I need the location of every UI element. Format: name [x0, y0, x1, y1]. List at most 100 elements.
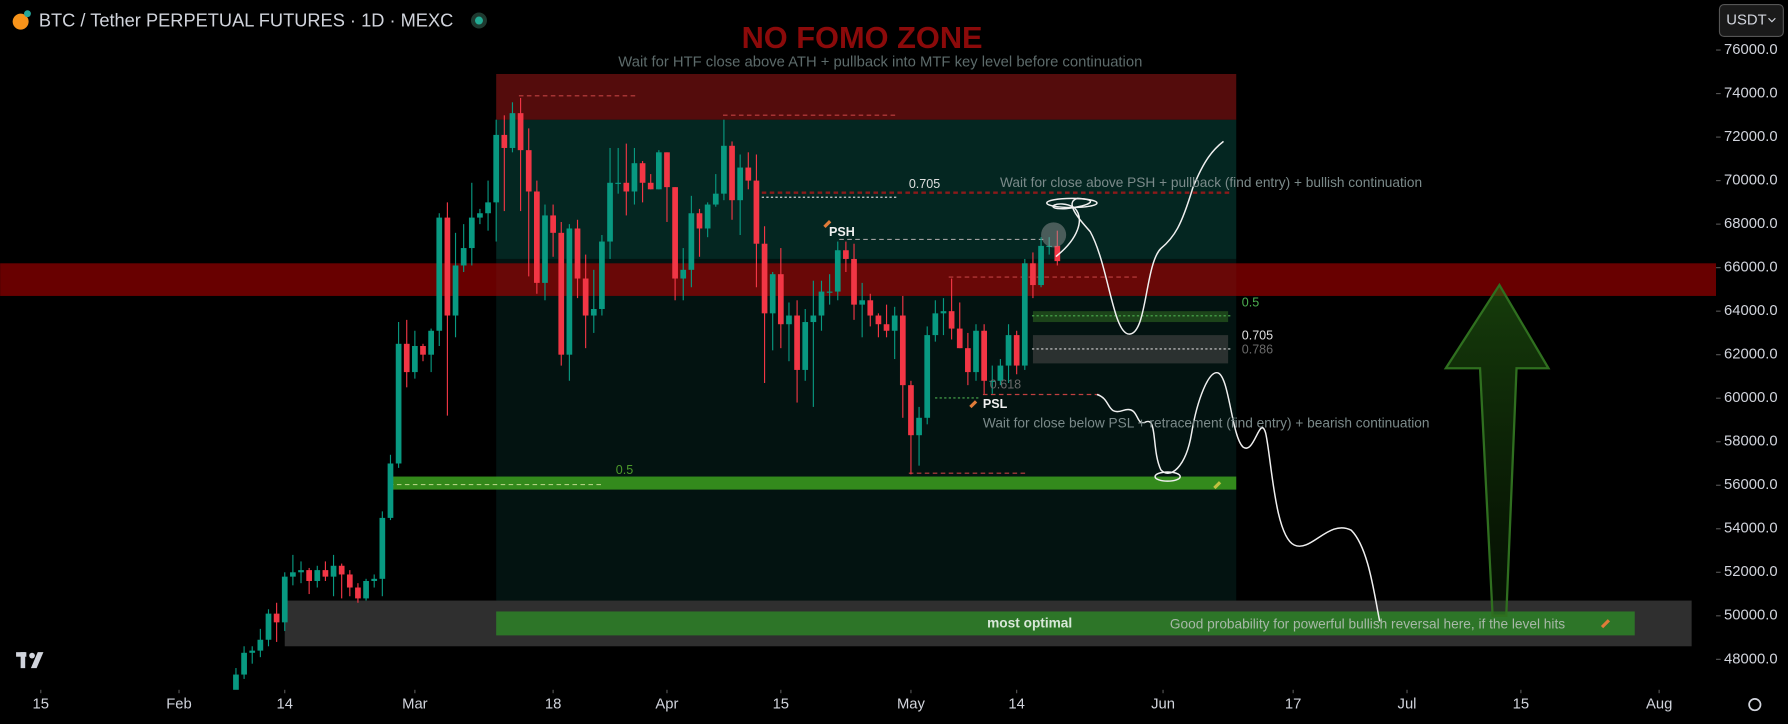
- pencil-icon: [1213, 481, 1222, 490]
- tv-logo: [16, 652, 44, 669]
- candle-body: [338, 565, 345, 575]
- candle-body: [989, 380, 996, 382]
- candle-body: [355, 587, 361, 599]
- candle-body: [948, 311, 955, 329]
- candle-body: [647, 182, 654, 190]
- candle-body: [851, 258, 857, 305]
- candle-body: [843, 250, 849, 259]
- x-tick-label: 15: [1513, 697, 1529, 713]
- candle-body: [306, 570, 312, 581]
- candle-body: [314, 570, 321, 581]
- candle-body: [794, 315, 800, 370]
- y-tick-label: 72000.0: [1724, 129, 1778, 145]
- candle-body: [1030, 263, 1036, 286]
- y-tick-label: 74000.0: [1724, 85, 1778, 101]
- candle-body: [412, 345, 418, 373]
- swing-label: PSL: [983, 397, 1008, 411]
- candle-body: [867, 300, 874, 316]
- x-tick-label: Jun: [1151, 697, 1175, 713]
- candle-body: [566, 228, 573, 355]
- candle-body: [257, 639, 264, 651]
- candle-body: [542, 215, 548, 283]
- zone: [496, 611, 1635, 636]
- candle-body: [932, 313, 939, 336]
- x-tick-label: 15: [33, 697, 49, 713]
- candle-body: [704, 204, 711, 229]
- x-tick-label: Aug: [1646, 697, 1672, 713]
- candle-body: [615, 182, 622, 184]
- currency-button[interactable]: [1718, 3, 1784, 38]
- btc-icon-badge: [24, 10, 31, 18]
- swing-label: PSH: [829, 225, 855, 239]
- pencil-icon: [823, 220, 832, 229]
- candle-body: [468, 217, 475, 249]
- candle-body: [664, 152, 670, 188]
- settings-icon[interactable]: [1748, 698, 1762, 712]
- zone: [496, 73, 1237, 120]
- candle-body: [281, 576, 288, 623]
- candle-body: [590, 308, 597, 316]
- projection-paths: [1046, 140, 1381, 622]
- candle-body: [599, 241, 605, 309]
- logo-part: [30, 652, 44, 669]
- candle-body: [721, 145, 727, 194]
- y-tick-label: 52000.0: [1724, 564, 1778, 580]
- candle-body: [737, 167, 744, 201]
- candle-body: [379, 517, 386, 579]
- zone: [496, 119, 1237, 259]
- candle-body: [916, 417, 922, 436]
- candle-body: [753, 180, 760, 244]
- dropdown-chevron: [1768, 17, 1776, 23]
- candle-body: [859, 300, 866, 305]
- candle-body: [997, 365, 1004, 381]
- fib-label: 0.786: [1242, 342, 1273, 356]
- candle-body: [696, 213, 703, 229]
- candle-body: [940, 311, 947, 314]
- candle-body: [834, 250, 841, 292]
- candle-body: [574, 228, 581, 279]
- candle-body: [639, 163, 646, 183]
- pencil-icon: [1600, 619, 1611, 629]
- x-tick-label: 14: [1008, 697, 1024, 713]
- projection-loop: [1154, 471, 1181, 482]
- candle-body: [981, 330, 987, 381]
- candle-body: [387, 463, 394, 518]
- candle-body: [582, 278, 589, 316]
- y-tick-label: 54000.0: [1724, 521, 1778, 537]
- candle-body: [330, 565, 337, 577]
- candle-body: [688, 213, 695, 270]
- candle-body: [485, 202, 491, 214]
- time-axis: [0, 689, 1788, 724]
- candle-body: [672, 187, 678, 279]
- price-axis: [1716, 0, 1788, 724]
- candle-body: [769, 274, 776, 314]
- candle-body: [534, 191, 540, 283]
- currency-label[interactable]: USDT: [1726, 12, 1766, 28]
- candle-body: [509, 113, 516, 148]
- y-axis: 76000.0 74000.0 72000.0 70000.0 68000.0 66000…: [1716, 42, 1778, 667]
- projection-path: [1052, 140, 1224, 335]
- zone-label: Good probability for powerful bullish re…: [1170, 616, 1565, 631]
- candle-body: [1005, 335, 1012, 366]
- candle-body: [1013, 335, 1020, 366]
- candle-body: [452, 265, 459, 316]
- candle-body: [883, 324, 890, 331]
- candle-body: [241, 652, 247, 675]
- candle-body: [965, 348, 971, 373]
- x-tick-label: May: [897, 697, 926, 713]
- candle-body: [273, 613, 280, 623]
- candle-body: [973, 330, 979, 373]
- candle-body: [1021, 263, 1028, 366]
- candle-body: [363, 580, 369, 599]
- zone: [1032, 335, 1229, 364]
- candle-body: [891, 315, 898, 331]
- x-tick-label: 15: [773, 697, 789, 713]
- y-tick-label: 68000.0: [1724, 216, 1778, 232]
- fib-label: 0.705: [909, 177, 940, 191]
- symbol-title: BTC / Tether PERPETUAL FUTURES · 1D · ME…: [39, 9, 453, 30]
- y-tick-label: 76000.0: [1724, 42, 1778, 58]
- x-tick-label: Mar: [402, 697, 428, 713]
- level-lines: [388, 95, 1232, 486]
- candle-body: [761, 243, 768, 314]
- candle-body: [395, 343, 402, 464]
